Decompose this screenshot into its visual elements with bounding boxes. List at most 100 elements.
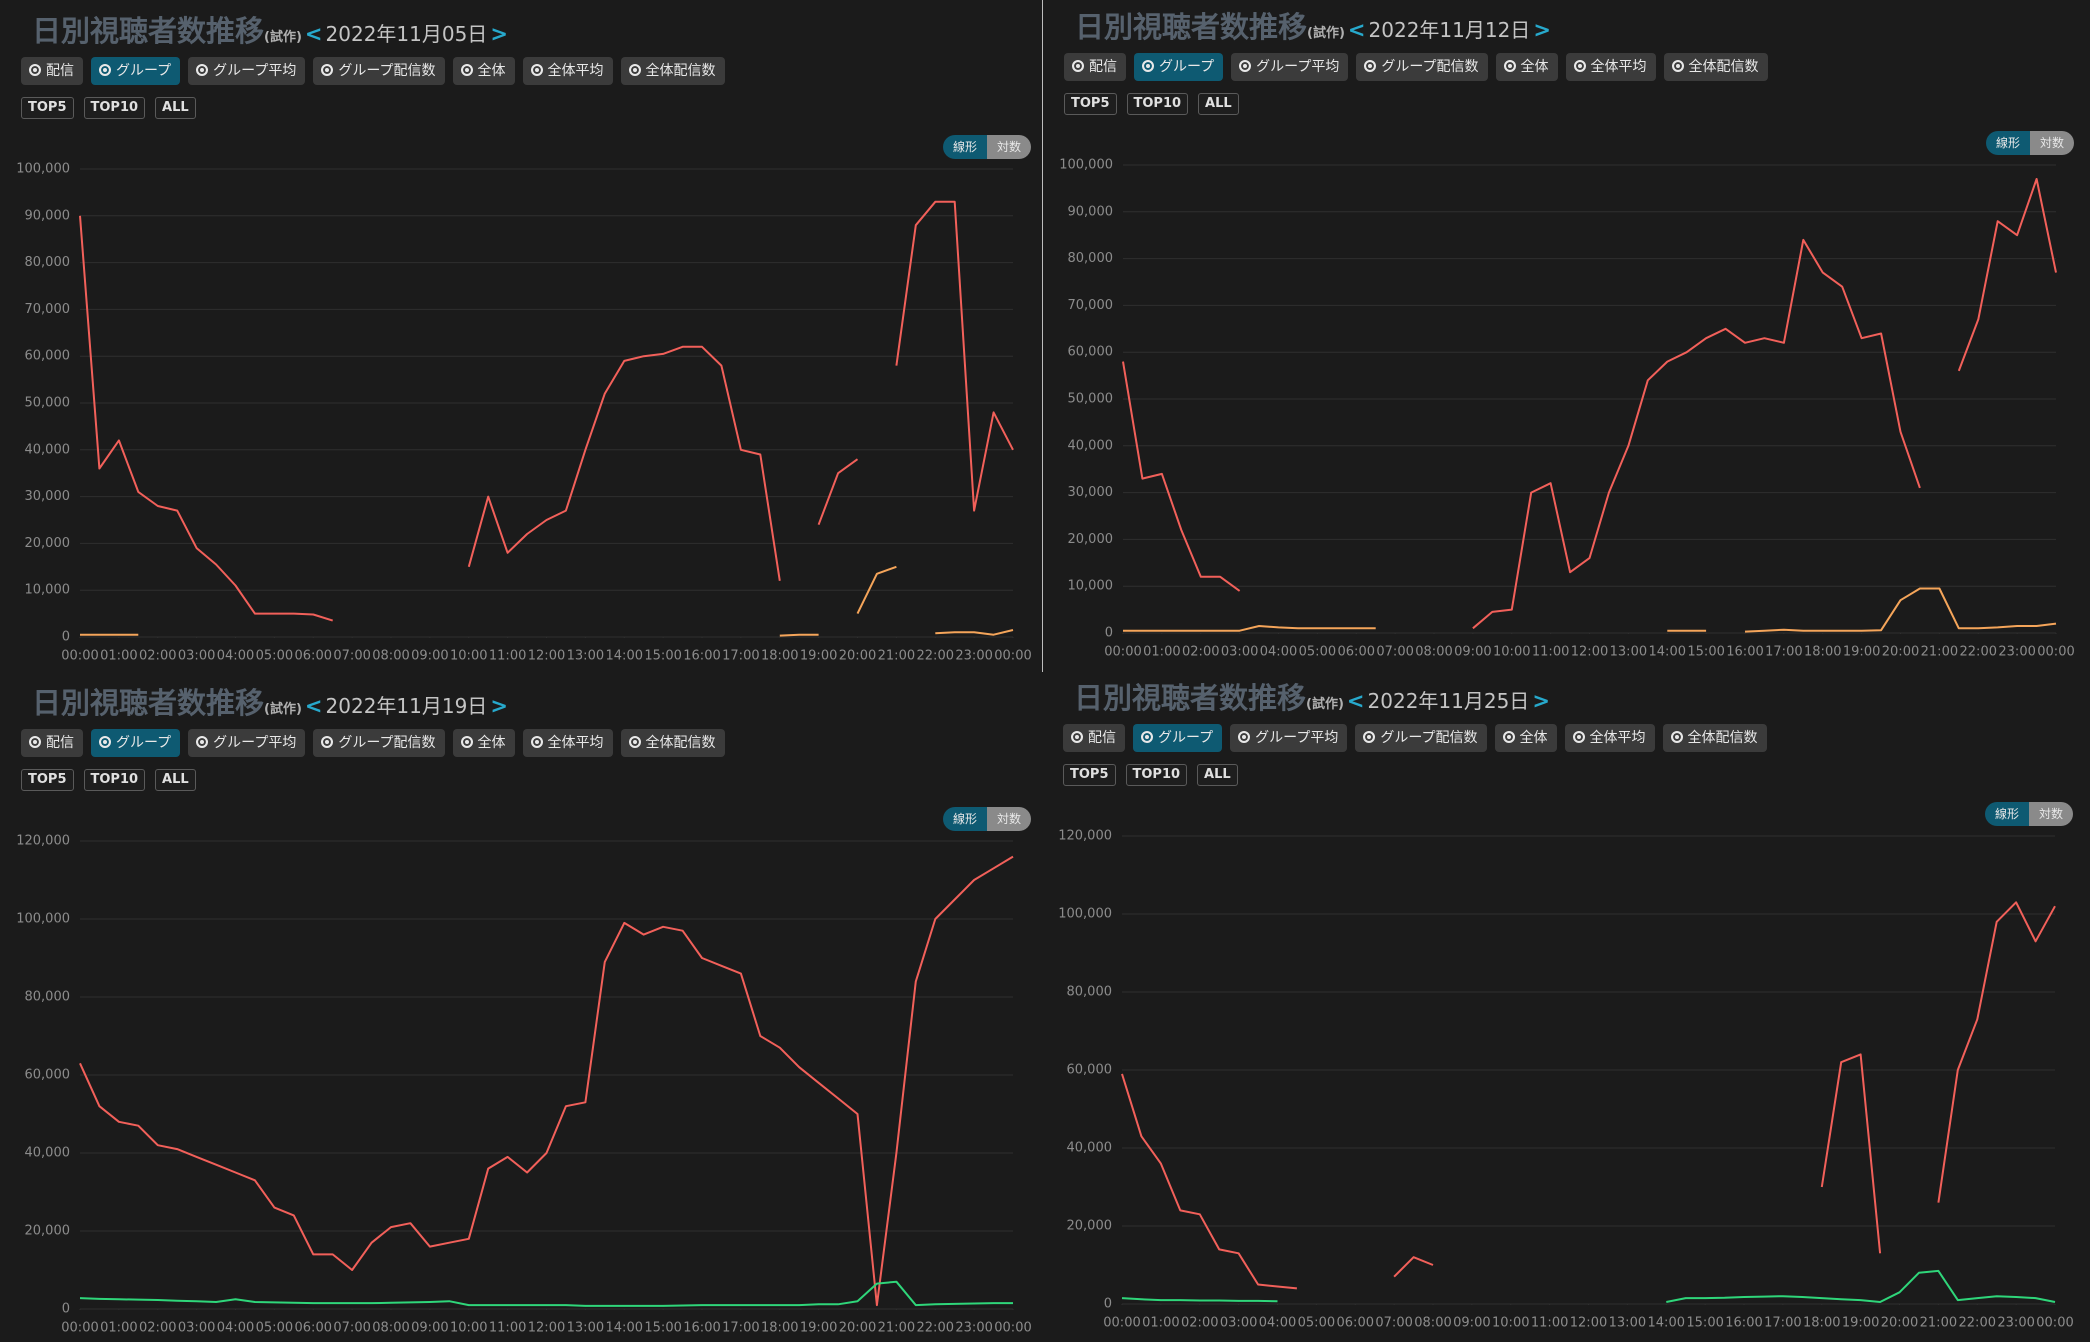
title: 日別視聴者数推移: [1074, 681, 1307, 715]
scale-option[interactable]: 対数: [2029, 802, 2073, 826]
prev-date[interactable]: <: [1346, 689, 1365, 713]
option-button[interactable]: 全体: [1495, 53, 1558, 81]
scale-option[interactable]: 線形: [943, 135, 987, 159]
x-tick-label: 20:00: [1882, 645, 1919, 660]
option-button[interactable]: グループ: [1133, 724, 1223, 752]
option-button[interactable]: 全体: [1494, 724, 1557, 752]
subtitle: (試作): [264, 702, 302, 717]
option-button[interactable]: グループ平均: [1231, 53, 1349, 81]
rank-button[interactable]: TOP5: [1063, 764, 1116, 786]
rank-button[interactable]: TOP10: [83, 769, 146, 791]
option-button[interactable]: グループ平均: [188, 57, 306, 85]
rank-button[interactable]: TOP10: [1126, 93, 1189, 115]
option-button[interactable]: 全体: [452, 57, 515, 85]
option-button[interactable]: 配信: [21, 57, 83, 85]
option-button[interactable]: 配信: [1064, 53, 1126, 81]
y-tick-label: 70,000: [1068, 298, 1114, 313]
scale-option[interactable]: 対数: [987, 807, 1031, 831]
x-tick-label: 14:00: [606, 649, 643, 664]
option-button[interactable]: グループ配信数: [1355, 724, 1487, 752]
option-button[interactable]: グループ配信数: [313, 729, 445, 757]
option-button[interactable]: 全体配信数: [1663, 53, 1768, 81]
subtitle: (試作): [264, 30, 302, 45]
header: 日別視聴者数推移(試作) <2022年11月12日 >: [1075, 4, 1554, 46]
x-tick-label: 11:00: [489, 1321, 526, 1336]
next-date[interactable]: >: [1533, 18, 1551, 42]
rank-button[interactable]: TOP5: [21, 769, 74, 791]
rank-button[interactable]: TOP10: [1125, 764, 1188, 786]
option-button[interactable]: グループ平均: [188, 729, 306, 757]
x-tick-label: 08:00: [372, 1321, 409, 1336]
rank-button[interactable]: ALL: [155, 769, 196, 791]
x-tick-label: 09:00: [411, 649, 448, 664]
next-date[interactable]: >: [490, 694, 508, 718]
x-tick-label: 22:00: [1959, 1316, 1996, 1331]
y-tick-label: 80,000: [1067, 985, 1113, 1000]
rank-row: TOP5 TOP10 ALL: [1063, 764, 1238, 786]
option-button[interactable]: 全体平均: [522, 729, 613, 757]
y-tick-label: 40,000: [25, 1146, 71, 1161]
x-tick-label: 22:00: [917, 1321, 954, 1336]
option-button[interactable]: グループ: [91, 57, 181, 85]
x-tick-label: 09:00: [1453, 1316, 1490, 1331]
scale-option[interactable]: 対数: [2030, 131, 2074, 155]
y-tick-label: 90,000: [25, 208, 71, 223]
rank-button[interactable]: ALL: [1197, 764, 1238, 786]
option-button[interactable]: 全体: [452, 729, 515, 757]
option-button[interactable]: グループ平均: [1230, 724, 1348, 752]
x-tick-label: 12:00: [1571, 645, 1608, 660]
prev-date[interactable]: <: [304, 22, 323, 46]
option-button[interactable]: 全体配信数: [620, 729, 725, 757]
rank-button[interactable]: ALL: [1198, 93, 1239, 115]
option-row: 配信 グループ グループ平均 グループ配信数 全体 全体平均 全体配信数: [1063, 724, 1767, 752]
x-tick-label: 15:00: [1687, 645, 1724, 660]
chart-panel: 0 20,000 40,000 60,000 80,000 100,000 120,000 0…: [0, 672, 1040, 1342]
option-button[interactable]: グループ配信数: [1356, 53, 1488, 81]
option-button[interactable]: 全体平均: [1565, 53, 1656, 81]
x-tick-label: 01:00: [1142, 1316, 1179, 1331]
option-button[interactable]: 全体平均: [1564, 724, 1655, 752]
x-tick-label: 10:00: [450, 649, 487, 664]
next-date[interactable]: >: [1532, 689, 1550, 713]
rank-button[interactable]: ALL: [155, 97, 196, 119]
y-tick-label: 20,000: [25, 1224, 71, 1239]
prev-date[interactable]: <: [304, 694, 323, 718]
option-button[interactable]: 配信: [1063, 724, 1125, 752]
x-tick-label: 04:00: [217, 649, 254, 664]
x-tick-label: 16:00: [1725, 1316, 1762, 1331]
rank-button[interactable]: TOP10: [83, 97, 146, 119]
scale-option[interactable]: 対数: [987, 135, 1031, 159]
x-tick-label: 04:00: [217, 1321, 254, 1336]
option-button[interactable]: グループ配信数: [313, 57, 445, 85]
option-button[interactable]: 全体平均: [522, 57, 613, 85]
prev-date[interactable]: <: [1347, 18, 1366, 42]
rank-button[interactable]: TOP5: [1064, 93, 1117, 115]
rank-button[interactable]: TOP5: [21, 97, 74, 119]
rank-row: TOP5 TOP10 ALL: [21, 97, 196, 119]
scale-option[interactable]: 線形: [943, 807, 987, 831]
scale-option[interactable]: 線形: [1985, 802, 2029, 826]
x-tick-label: 11:00: [489, 649, 526, 664]
y-tick-label: 80,000: [25, 255, 71, 270]
option-button[interactable]: グループ: [1134, 53, 1224, 81]
option-button[interactable]: 全体配信数: [1662, 724, 1767, 752]
y-tick-label: 90,000: [1068, 204, 1114, 219]
y-tick-label: 120,000: [1058, 829, 1112, 844]
x-tick-label: 00:00: [61, 1321, 98, 1336]
option-button[interactable]: 全体配信数: [620, 57, 725, 85]
divider: [1042, 0, 1043, 672]
option-button[interactable]: 配信: [21, 729, 83, 757]
option-button[interactable]: グループ: [91, 729, 181, 757]
x-tick-label: 22:00: [917, 649, 954, 664]
x-tick-label: 05:00: [1298, 1316, 1335, 1331]
x-tick-label: 12:00: [1570, 1316, 1607, 1331]
x-tick-label: 01:00: [1143, 645, 1180, 660]
scale-option[interactable]: 線形: [1986, 131, 2030, 155]
x-tick-label: 14:00: [1649, 645, 1686, 660]
chart-panel: 0 20,000 40,000 60,000 80,000 100,000 120,000 0…: [1042, 667, 2082, 1337]
x-tick-label: 01:00: [100, 1321, 137, 1336]
next-date[interactable]: >: [490, 22, 508, 46]
series-line: [1122, 178, 2057, 630]
x-tick-label: 21:00: [878, 1321, 915, 1336]
chart: 0 20,000 40,000 60,000 80,000 100,000 120,000 0…: [1058, 829, 2074, 1331]
